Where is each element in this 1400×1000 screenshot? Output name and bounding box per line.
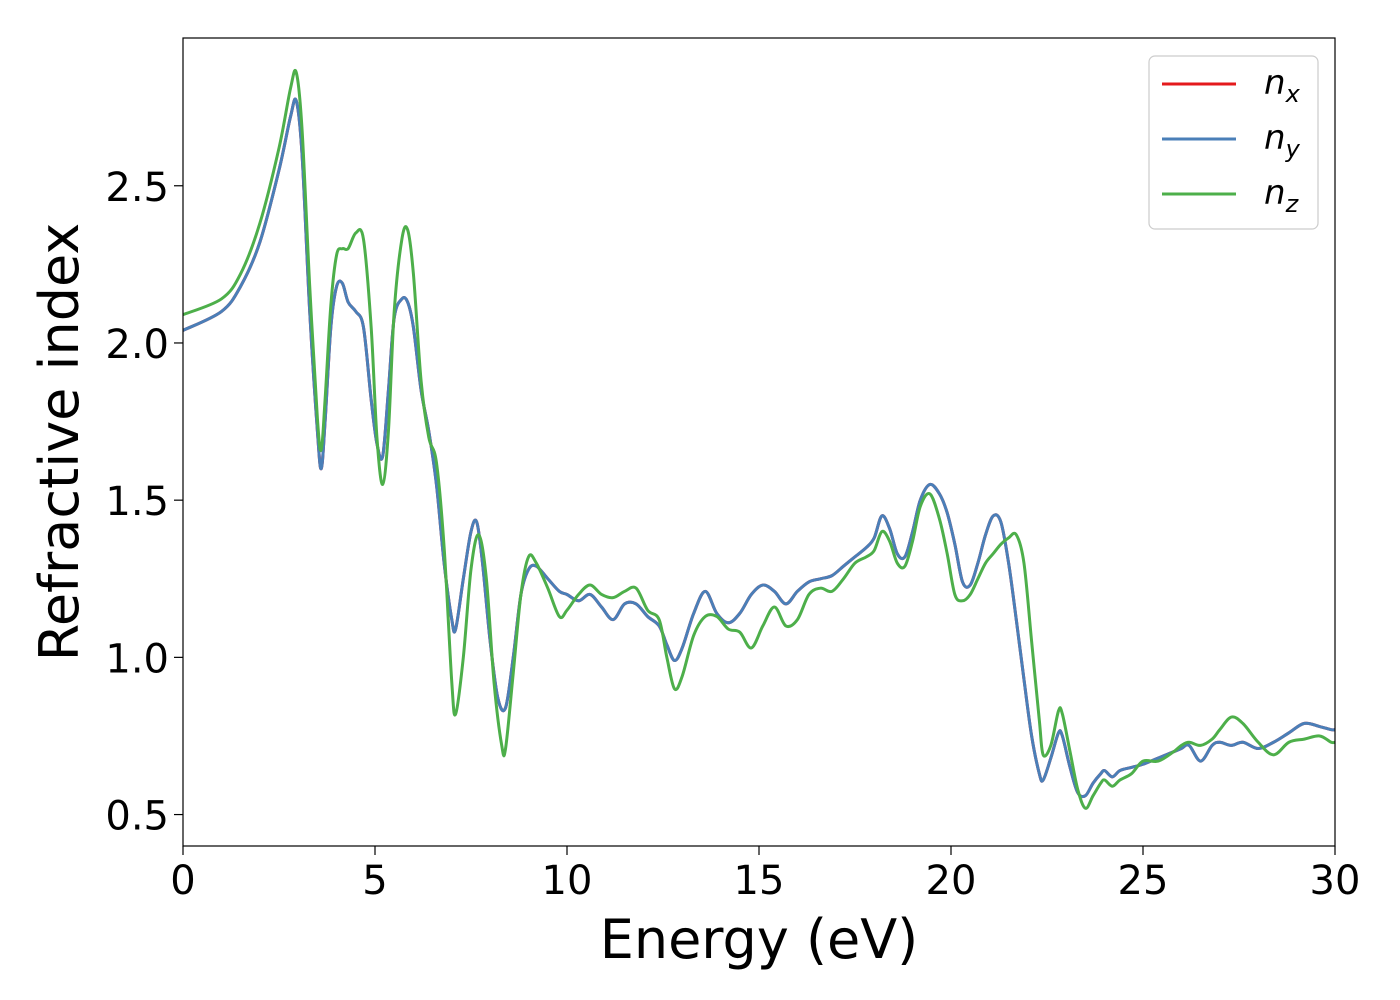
x-tick-label: 25 <box>1118 858 1169 904</box>
x-tick-label: 15 <box>734 858 785 904</box>
y-tick-label: 2.0 <box>105 322 169 368</box>
x-tick-label: 30 <box>1310 858 1361 904</box>
x-axis-title: Energy (eV) <box>600 908 919 971</box>
y-tick-label: 0.5 <box>105 794 169 840</box>
legend-label-y: ny <box>1264 118 1301 163</box>
x-tick-label: 10 <box>542 858 593 904</box>
x-axis: 0 5 10 15 20 25 30 <box>170 846 1360 904</box>
legend: nx ny nz <box>1148 55 1319 230</box>
y-tick-label: 2.5 <box>105 165 169 211</box>
x-tick-label: 0 <box>170 858 195 904</box>
y-tick-label: 1.5 <box>105 479 169 525</box>
legend-box <box>1148 55 1319 230</box>
legend-label-z: nz <box>1264 173 1300 218</box>
series-line-y <box>183 97 1335 799</box>
y-axis: 0.5 1.0 1.5 2.0 2.5 <box>105 165 183 840</box>
series-layer <box>183 68 1335 810</box>
legend-label-x: nx <box>1264 63 1301 108</box>
x-tick-label: 20 <box>926 858 977 904</box>
y-axis-title: Refractive index <box>28 223 91 662</box>
y-tick-label: 1.0 <box>105 636 169 682</box>
series-line-z <box>183 68 1335 810</box>
x-tick-label: 5 <box>362 858 387 904</box>
